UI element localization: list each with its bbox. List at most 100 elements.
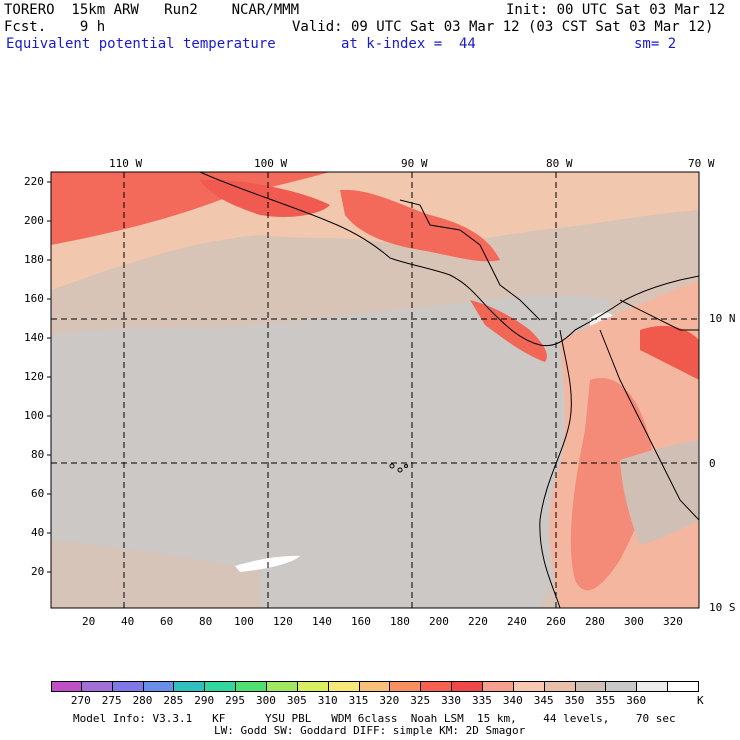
- lon-label: 110 W: [109, 157, 143, 170]
- x-tick-label: 300: [624, 615, 644, 628]
- forecast-hour: Fcst. 9 h: [4, 19, 106, 35]
- colorbar-label: 310: [317, 694, 338, 707]
- field-guatemala-hot: [340, 189, 500, 262]
- lon-label: 80 W: [546, 157, 573, 170]
- graticule: [51, 172, 699, 608]
- lat-label: 10 S: [709, 601, 736, 614]
- colorbar-label: 280: [132, 694, 153, 707]
- lat-label: 10 N: [709, 312, 736, 325]
- x-tick-label: 240: [507, 615, 527, 628]
- axis-ticks: [47, 181, 51, 573]
- colorbar-swatch: [359, 681, 391, 692]
- model-run-title: TORERO 15km ARW Run2 NCAR/MMM: [4, 2, 300, 18]
- field-sierra-hot: [200, 179, 330, 217]
- colorbar-swatch: [174, 681, 206, 692]
- venezuela-border: [619, 299, 699, 331]
- colorbar-swatch: [81, 681, 113, 692]
- colorbar-label: 355: [595, 694, 616, 707]
- y-tick-label: 160: [24, 292, 44, 305]
- x-tick-label: 320: [663, 615, 683, 628]
- y-tick-label: 220: [24, 175, 44, 188]
- colorbar-label: 305: [286, 694, 307, 707]
- colorbar-swatch: [606, 681, 638, 692]
- field-venezuela-hot: [640, 325, 699, 380]
- colorbar-label: 285: [163, 694, 184, 707]
- x-tick-label: 120: [273, 615, 293, 628]
- colorbar-label: 335: [472, 694, 492, 707]
- colorbar-label: 345: [533, 694, 554, 707]
- galapagos-island: [404, 464, 408, 468]
- central-america-border: [399, 199, 541, 321]
- colorbar-label: 290: [194, 694, 215, 707]
- colorbar-label: 295: [225, 694, 246, 707]
- field-mexico-hot: [51, 172, 330, 245]
- x-tick-label: 40: [121, 615, 135, 628]
- colorbar-swatch: [421, 681, 453, 692]
- colorbar-swatch: [575, 681, 607, 692]
- x-tick-label: 260: [546, 615, 566, 628]
- colorbar-label: 315: [348, 694, 369, 707]
- x-tick-label: 140: [312, 615, 332, 628]
- colorbar-swatch: [390, 681, 422, 692]
- colorbar-swatch: [544, 681, 576, 692]
- y-tick-label: 200: [24, 214, 44, 227]
- colorbar-label: 330: [441, 694, 462, 707]
- y-tick-label: 140: [24, 331, 44, 344]
- physics-info: LW: Godd SW: Goddard DIFF: simple KM: 2D…: [214, 724, 526, 737]
- lon-label: 70 W: [688, 157, 715, 170]
- south-america-coastline: [539, 329, 572, 608]
- galapagos-island: [389, 463, 395, 469]
- colorbar-label: 320: [379, 694, 400, 707]
- lon-label: 90 W: [401, 157, 428, 170]
- coastlines: [199, 172, 699, 608]
- x-tick-label: 20: [82, 615, 96, 628]
- colorbar-label: 270: [70, 694, 91, 707]
- y-tick-label: 20: [31, 565, 45, 578]
- map-frame: [50, 171, 700, 609]
- colorbar-swatch: [205, 681, 237, 692]
- colorbar-swatch: [267, 681, 298, 692]
- colorbar-swatch: [112, 681, 144, 692]
- colorbar-swatch: [297, 681, 329, 692]
- andean-border: [599, 329, 699, 521]
- level-index: at k-index = 44: [341, 36, 476, 52]
- y-tick-label: 100: [24, 409, 44, 422]
- field-name: Equivalent potential temperature: [6, 36, 276, 52]
- y-tick-label: 180: [24, 253, 44, 266]
- x-tick-label: 60: [160, 615, 174, 628]
- y-tick-label: 40: [31, 526, 45, 539]
- colorbar-swatch: [452, 681, 483, 692]
- colorbar-label: 300: [256, 694, 276, 707]
- pacific-coastline: [199, 172, 699, 347]
- theta-e-field: [51, 172, 699, 608]
- colorbar-unit: K: [697, 694, 704, 707]
- colorbar-label: 350: [564, 694, 585, 707]
- colorbar-swatch: [143, 681, 175, 692]
- x-tick-label: 160: [351, 615, 371, 628]
- colorbar-label: 275: [101, 694, 122, 707]
- field-andes-hot: [570, 378, 653, 591]
- colorbar-frame: [51, 681, 699, 692]
- x-tick-label: 200: [429, 615, 449, 628]
- lat-label: 0: [709, 457, 716, 470]
- x-tick-label: 280: [585, 615, 605, 628]
- colorbar-swatch: [483, 681, 514, 692]
- y-tick-label: 60: [31, 487, 45, 500]
- galapagos-island: [397, 467, 403, 473]
- colorbar-swatch: [513, 681, 545, 692]
- colorbar-label: 360: [626, 694, 647, 707]
- model-info: Model Info: V3.3.1 KF YSU PBL WDM 6class…: [73, 712, 676, 725]
- smoothing: sm= 2: [634, 36, 677, 52]
- lon-label: 100 W: [254, 157, 288, 170]
- y-tick-label: 120: [24, 370, 44, 383]
- x-tick-label: 100: [234, 615, 254, 628]
- x-tick-label: 220: [468, 615, 488, 628]
- field-amazon-grey: [620, 440, 699, 545]
- colorbar-swatch: [51, 681, 82, 692]
- field-cool-ocean: [51, 295, 610, 608]
- colorbar-swatch: [236, 681, 267, 692]
- field-costarica-hot: [470, 300, 547, 362]
- field-south-band: [51, 540, 260, 608]
- init-time: Init: 00 UTC Sat 03 Mar 12: [506, 2, 726, 18]
